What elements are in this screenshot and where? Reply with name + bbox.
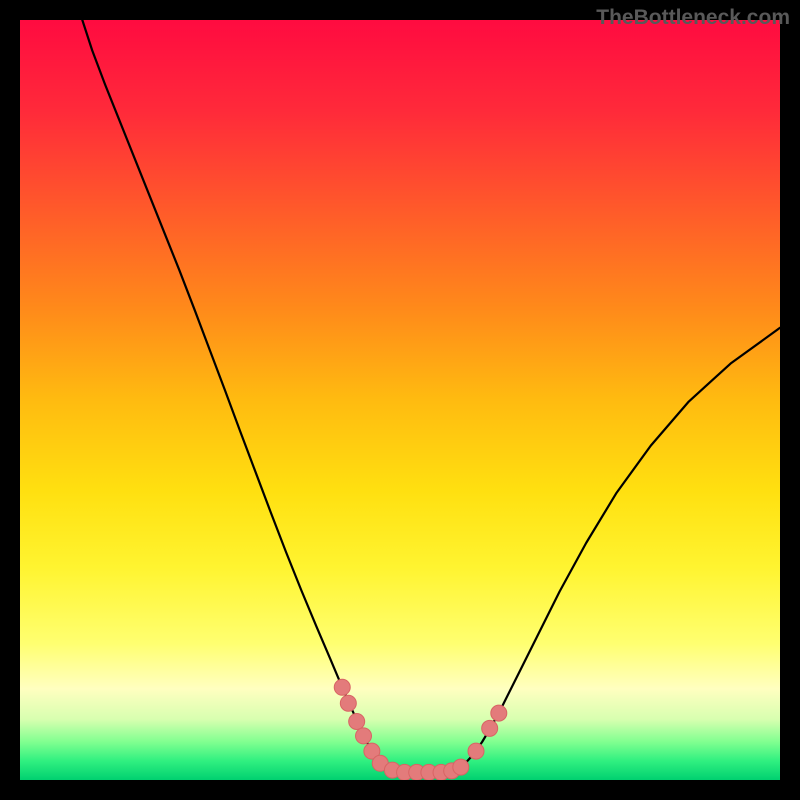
curve-marker [468, 743, 484, 759]
curve-marker [482, 720, 498, 736]
curve-marker [334, 679, 350, 695]
plot-area [20, 20, 780, 780]
chart-container: TheBottleneck.com [0, 0, 800, 800]
curve-marker [356, 728, 372, 744]
curve-marker [453, 759, 469, 775]
bottleneck-curve-chart [0, 0, 800, 800]
curve-marker [349, 713, 365, 729]
curve-marker [491, 705, 507, 721]
curve-marker [340, 695, 356, 711]
